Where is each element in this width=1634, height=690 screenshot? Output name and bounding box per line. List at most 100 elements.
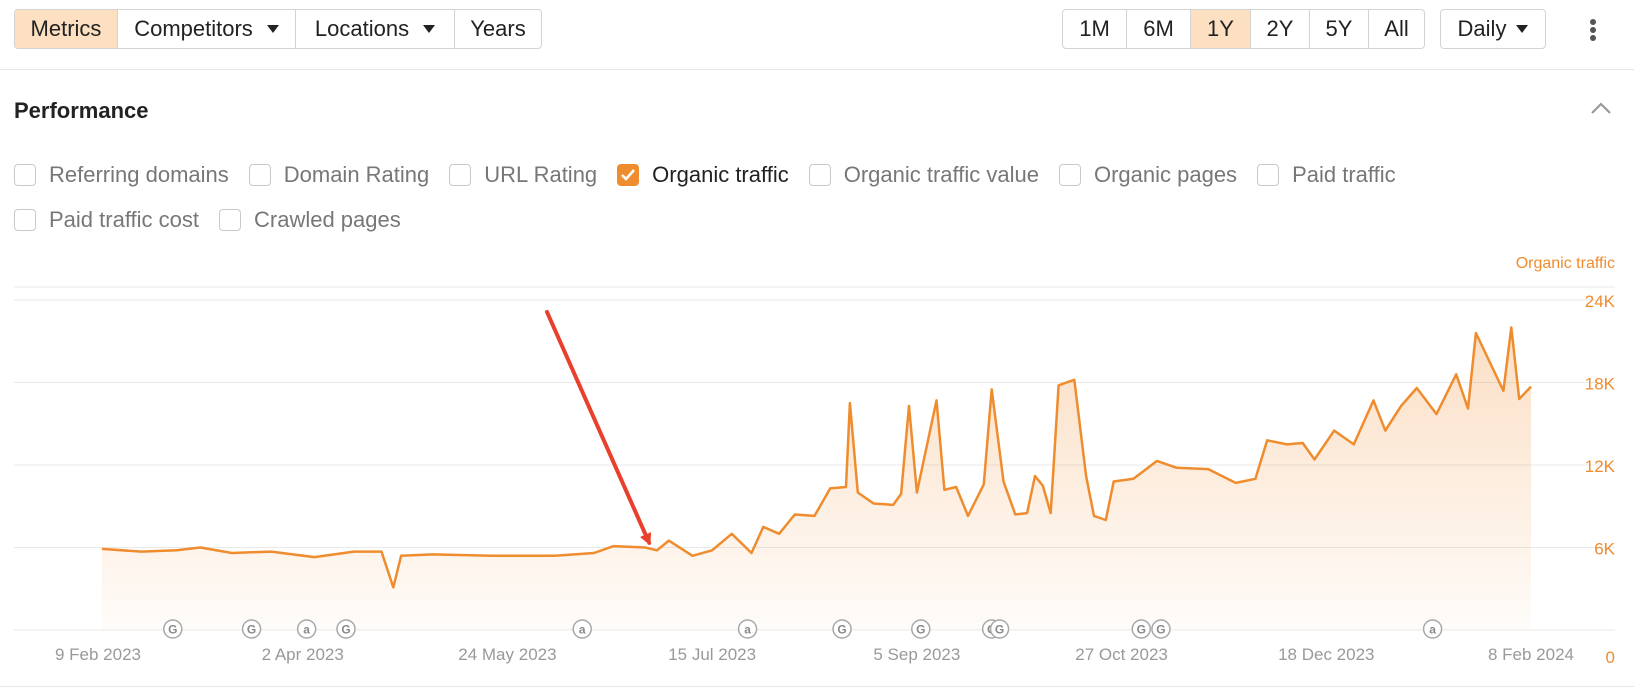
x-tick-label: 8 Feb 2024 bbox=[1488, 645, 1574, 664]
toolbar-divider bbox=[0, 69, 1634, 70]
metric-checkbox-row: Referring domains Domain Rating URL Rati… bbox=[14, 162, 1416, 188]
x-tick-label: 2 Apr 2023 bbox=[262, 645, 344, 664]
event-markers: GGaGaaGGGGGGa bbox=[163, 619, 1443, 639]
checkbox-box bbox=[14, 164, 36, 186]
event-marker bbox=[296, 619, 317, 639]
checkbox-box bbox=[248, 164, 271, 186]
y-tick-label: 6K bbox=[1594, 540, 1615, 559]
checkbox-box bbox=[1257, 164, 1280, 186]
view-tabs: Metrics Competitors Locations Years bbox=[14, 9, 542, 49]
tab-metrics[interactable]: Metrics bbox=[15, 10, 118, 48]
y-axis-ticks: 0 6K 12K 18K 24K bbox=[1585, 292, 1616, 667]
range-label: 6M bbox=[1143, 16, 1174, 41]
checkbox-paid-traffic[interactable]: Paid traffic bbox=[1257, 162, 1396, 188]
range-label: 5Y bbox=[1325, 16, 1353, 41]
tab-years-label: Years bbox=[470, 16, 526, 41]
y-tick-label: 0 bbox=[1606, 648, 1615, 667]
checkbox-box bbox=[617, 164, 640, 186]
series-area bbox=[101, 327, 1531, 630]
checkbox-referring-domains[interactable]: Referring domains bbox=[14, 162, 229, 188]
event-marker-label: a bbox=[1429, 623, 1436, 637]
series-label: Organic traffic bbox=[1516, 255, 1615, 272]
event-marker bbox=[241, 619, 262, 639]
checkbox-label: Organic traffic value bbox=[843, 162, 1039, 187]
checkbox-crawled-pages[interactable]: Crawled pages bbox=[219, 207, 401, 233]
checkbox-organic-traffic[interactable]: Organic traffic bbox=[617, 162, 789, 188]
x-tick-label: 15 Jul 2023 bbox=[668, 645, 756, 664]
event-marker bbox=[1131, 619, 1152, 639]
range-2y-button[interactable]: 2Y bbox=[1251, 10, 1310, 48]
series-group bbox=[101, 326, 1532, 630]
y-tick-label: 24K bbox=[1585, 292, 1616, 311]
event-marker-label: a bbox=[303, 623, 310, 637]
interval-label: Daily bbox=[1457, 16, 1507, 41]
checkbox-organic-traffic-value[interactable]: Organic traffic value bbox=[808, 162, 1039, 188]
tab-metrics-label: Metrics bbox=[30, 16, 102, 41]
caret-down-icon bbox=[1516, 25, 1529, 33]
x-tick-label: 27 Oct 2023 bbox=[1075, 645, 1168, 664]
checkbox-paid-traffic-cost[interactable]: Paid traffic cost bbox=[14, 207, 199, 233]
event-marker bbox=[911, 619, 931, 639]
range-1y-button[interactable]: 1Y bbox=[1191, 10, 1251, 48]
chevron-up-icon[interactable] bbox=[1590, 100, 1612, 116]
x-tick-label: 18 Dec 2023 bbox=[1278, 645, 1374, 664]
checkbox-box bbox=[1058, 164, 1081, 186]
metric-checkbox-row-2: Paid traffic cost Crawled pages bbox=[14, 207, 421, 233]
checkbox-label: Paid traffic bbox=[1292, 162, 1396, 187]
x-axis-ticks: 9 Feb 2023 2 Apr 2023 24 May 2023 15 Jul 20… bbox=[55, 645, 1574, 664]
range-5y-button[interactable]: 5Y bbox=[1310, 10, 1369, 48]
event-marker-label: G bbox=[1156, 623, 1165, 637]
tab-years[interactable]: Years bbox=[455, 10, 541, 48]
annotation-group bbox=[545, 310, 652, 546]
event-marker-label: G bbox=[341, 623, 350, 637]
checkbox-box bbox=[219, 209, 241, 231]
checkbox-url-rating[interactable]: URL Rating bbox=[449, 162, 597, 188]
event-marker bbox=[163, 619, 183, 639]
caret-down-icon bbox=[423, 25, 436, 33]
range-tabs: 1M 6M 1Y 2Y 5Y All bbox=[1062, 9, 1425, 49]
kebab-menu-icon[interactable] bbox=[1585, 15, 1601, 45]
checkbox-label: Paid traffic cost bbox=[49, 207, 199, 232]
range-1m-button[interactable]: 1M bbox=[1063, 10, 1127, 48]
interval-dropdown[interactable]: Daily bbox=[1440, 9, 1546, 49]
locations-dropdown[interactable]: Locations bbox=[296, 10, 455, 48]
range-label: All bbox=[1384, 16, 1409, 41]
checkbox-label: Referring domains bbox=[49, 162, 229, 187]
event-marker-label: a bbox=[744, 623, 751, 637]
range-label: 1Y bbox=[1207, 16, 1234, 41]
event-marker bbox=[1422, 619, 1443, 639]
checkbox-box bbox=[449, 164, 472, 186]
x-tick-label: 5 Sep 2023 bbox=[873, 645, 960, 664]
checkbox-label: Organic pages bbox=[1093, 162, 1238, 187]
event-marker-label: a bbox=[579, 623, 586, 637]
y-tick-label: 18K bbox=[1585, 375, 1616, 394]
competitors-dropdown[interactable]: Competitors bbox=[118, 10, 296, 48]
event-marker-label: G bbox=[168, 623, 177, 637]
range-6m-button[interactable]: 6M bbox=[1127, 10, 1191, 48]
range-all-button[interactable]: All bbox=[1369, 10, 1424, 48]
y-tick-label: 12K bbox=[1585, 457, 1616, 476]
caret-down-icon bbox=[266, 25, 279, 33]
checkbox-label: URL Rating bbox=[484, 162, 598, 187]
range-label: 1M bbox=[1079, 16, 1110, 41]
range-label: 2Y bbox=[1266, 16, 1294, 41]
checkbox-box bbox=[14, 209, 36, 231]
checkbox-domain-rating[interactable]: Domain Rating bbox=[248, 162, 430, 188]
annotation-arrow bbox=[545, 310, 652, 546]
checkbox-box bbox=[808, 164, 831, 186]
checkbox-label: Organic traffic bbox=[652, 162, 789, 187]
event-marker-label: G bbox=[916, 623, 925, 637]
event-marker bbox=[1151, 619, 1171, 639]
event-marker-label: G bbox=[837, 623, 846, 637]
section-title: Performance bbox=[14, 98, 149, 123]
locations-label: Locations bbox=[314, 16, 410, 41]
x-tick-label: 24 May 2023 bbox=[458, 645, 556, 664]
x-tick-label: 9 Feb 2023 bbox=[55, 645, 141, 664]
event-marker bbox=[989, 619, 1010, 639]
series-line bbox=[101, 326, 1532, 589]
checkbox-label: Domain Rating bbox=[283, 162, 430, 187]
event-marker-label: G bbox=[247, 623, 256, 637]
checkbox-organic-pages[interactable]: Organic pages bbox=[1058, 162, 1238, 188]
checkbox-label: Crawled pages bbox=[254, 207, 401, 232]
